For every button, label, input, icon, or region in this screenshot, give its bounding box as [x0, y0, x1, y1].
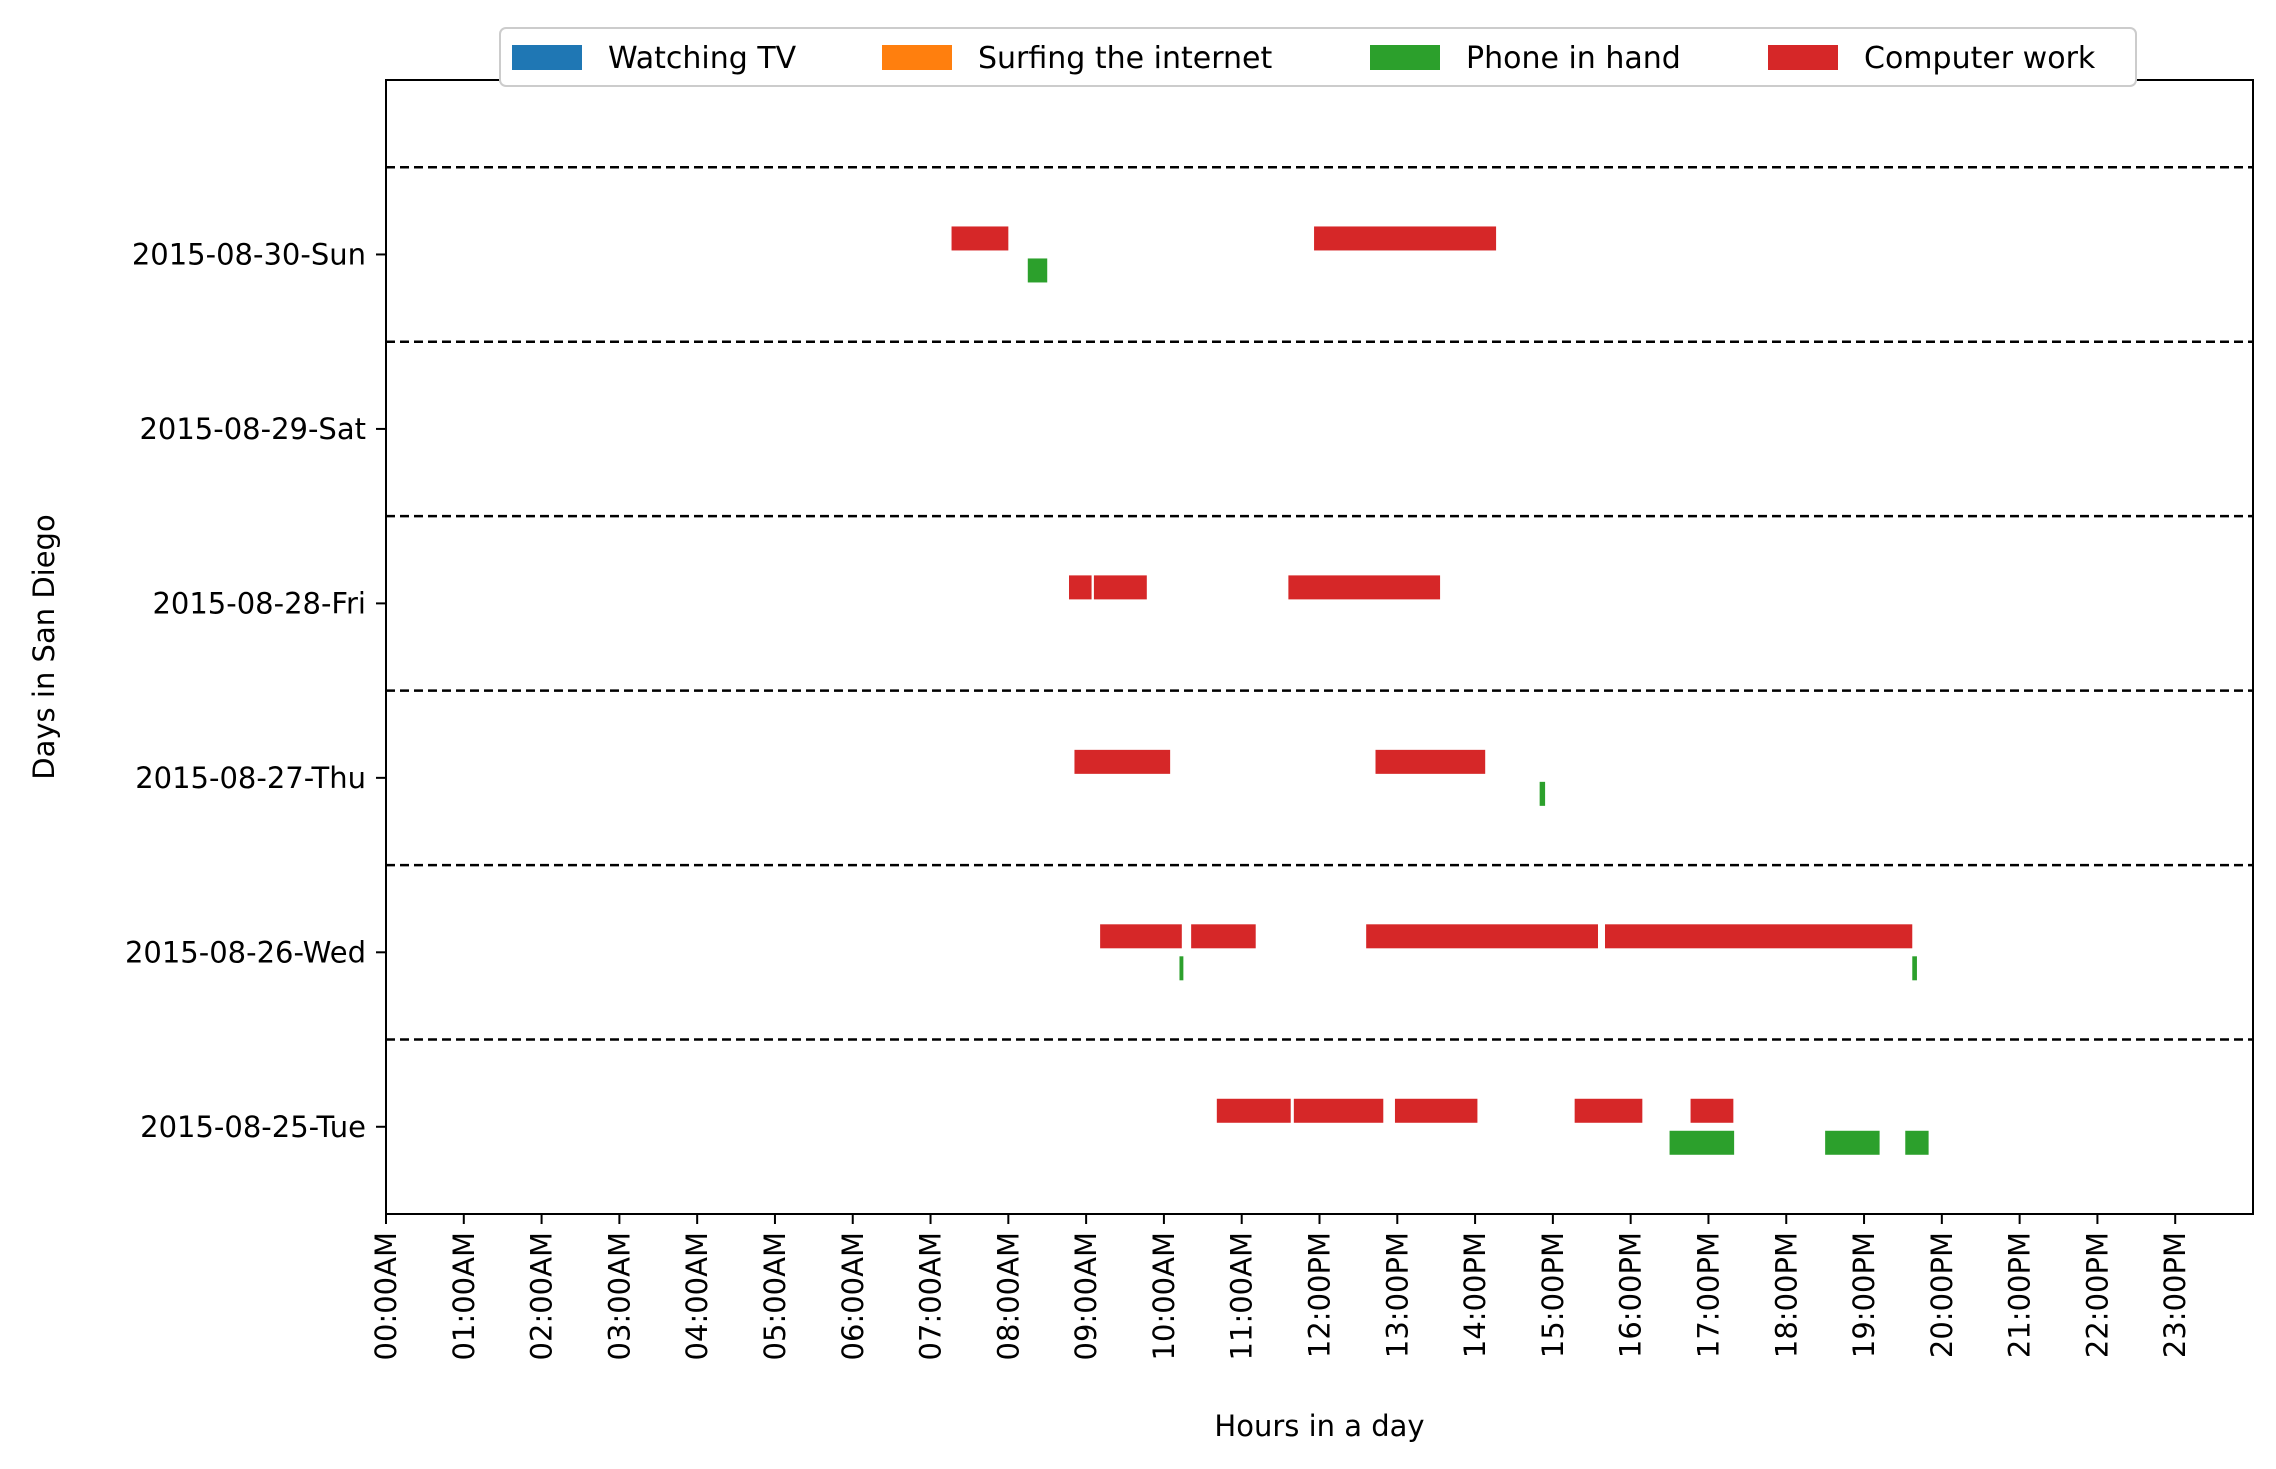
legend-swatch [1768, 45, 1838, 70]
activity-bar [1366, 924, 1598, 949]
activity-bar [1093, 575, 1147, 600]
activity-bar [1690, 1098, 1734, 1123]
legend-swatch [512, 45, 582, 70]
activity-bar [1375, 749, 1486, 774]
x-tick-label: 18:00PM [1769, 1232, 1803, 1358]
activity-bar [1293, 1098, 1384, 1123]
x-tick-label: 03:00AM [602, 1232, 636, 1360]
activity-bar [1905, 1130, 1929, 1155]
x-tick-label: 17:00PM [1691, 1232, 1725, 1358]
x-tick-label: 08:00AM [991, 1232, 1025, 1360]
day-separators [386, 165, 2253, 1041]
x-tick-label: 20:00PM [1925, 1232, 1959, 1358]
activity-bar [1027, 258, 1048, 283]
x-tick-label: 14:00PM [1458, 1232, 1492, 1358]
activity-bar [1191, 924, 1256, 949]
legend-label: Watching TV [608, 41, 797, 76]
activity-bar [1539, 781, 1546, 806]
activity-bar [1669, 1130, 1735, 1155]
x-axis-ticks: 00:00AM 01:00AM 02:00AM 03:00AM 04:00AM 05:00… [369, 1214, 2192, 1360]
x-tick-label: 04:00AM [680, 1232, 714, 1360]
y-axis-ticks: 2015-08-30-Sun 2015-08-29-Sat 2015-08-28-F… [125, 237, 386, 1144]
activity-bar [1288, 575, 1441, 600]
y-tick-label: 2015-08-26-Wed [125, 935, 366, 969]
activity-bar [1825, 1130, 1880, 1155]
activity-bar [1314, 226, 1497, 251]
x-tick-label: 09:00AM [1069, 1232, 1103, 1360]
x-tick-label: 00:00AM [369, 1232, 403, 1360]
x-tick-label: 02:00AM [525, 1232, 559, 1360]
x-tick-label: 21:00PM [2003, 1232, 2037, 1358]
y-tick-label: 2015-08-28-Fri [152, 586, 366, 620]
x-axis-label: Hours in a day [1214, 1409, 1424, 1443]
y-tick-label: 2015-08-27-Thu [135, 761, 366, 795]
activity-bar [1394, 1098, 1478, 1123]
y-axis-label: Days in San Diego [27, 514, 61, 779]
x-tick-label: 23:00PM [2158, 1232, 2192, 1358]
activity-bar [1574, 1098, 1643, 1123]
y-tick-label: 2015-08-30-Sun [132, 237, 366, 271]
x-tick-label: 10:00AM [1147, 1232, 1181, 1360]
legend-label: Computer work [1864, 41, 2096, 76]
legend-label: Phone in hand [1466, 41, 1681, 76]
x-tick-label: 06:00AM [836, 1232, 870, 1360]
activity-bar [1100, 924, 1182, 949]
activity-bar [1074, 749, 1171, 774]
x-tick-label: 16:00PM [1614, 1232, 1648, 1358]
activity-bars [951, 226, 1929, 1155]
x-tick-label: 11:00AM [1225, 1232, 1259, 1360]
x-tick-label: 15:00PM [1536, 1232, 1570, 1358]
legend-swatch [1370, 45, 1440, 70]
x-tick-label: 05:00AM [758, 1232, 792, 1360]
y-tick-label: 2015-08-29-Sat [139, 412, 366, 446]
activity-bar [1216, 1098, 1291, 1123]
legend-swatch [882, 45, 952, 70]
activity-bar [1604, 924, 1913, 949]
x-tick-label: 22:00PM [2080, 1232, 2114, 1358]
legend-label: Surfing the internet [978, 41, 1272, 76]
x-tick-label: 12:00PM [1303, 1232, 1337, 1358]
legend-box [499, 27, 2137, 87]
legend: Watching TV Surfing the internet Phone in … [499, 27, 2137, 87]
x-tick-label: 19:00PM [1847, 1232, 1881, 1358]
activity-bar [1179, 956, 1184, 981]
x-tick-label: 01:00AM [447, 1232, 481, 1360]
activity-bar [1912, 956, 1917, 981]
y-tick-label: 2015-08-25-Tue [140, 1110, 366, 1144]
x-tick-label: 13:00PM [1380, 1232, 1414, 1358]
x-tick-label: 07:00AM [914, 1232, 948, 1360]
activity-bar [951, 226, 1009, 251]
activity-bar [1069, 575, 1092, 600]
